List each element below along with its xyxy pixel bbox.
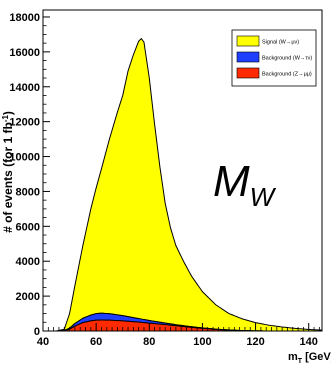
y-axis: 0 2000 4000 6000 8000 10000 12000 14000 16000 180… bbox=[9, 12, 50, 338]
x-tick-label: 120 bbox=[246, 336, 264, 348]
x-axis-label: mT[GeV] bbox=[288, 351, 331, 365]
plot-frame bbox=[42, 9, 323, 332]
x-tick-label: 100 bbox=[193, 336, 211, 348]
legend: Signal (W→μν) Background (W→τν) Background… bbox=[231, 29, 317, 87]
x-axis: 40 60 80 100 120 140 bbox=[37, 323, 320, 348]
x-tick-label: 60 bbox=[90, 336, 102, 348]
y-tick-label: 10000 bbox=[9, 152, 40, 164]
legend-swatch bbox=[236, 67, 260, 79]
mw-annotation: MW bbox=[213, 157, 277, 212]
legend-swatch bbox=[236, 51, 260, 63]
y-tick-label: 14000 bbox=[9, 82, 40, 94]
y-tick-label: 2000 bbox=[16, 291, 40, 303]
legend-label: Background (W→τν) bbox=[262, 56, 312, 62]
y-tick-label: 16000 bbox=[9, 47, 40, 59]
y-tick-label: 12000 bbox=[9, 117, 40, 129]
y-tick-label: 8000 bbox=[16, 186, 40, 198]
y-tick-label: 6000 bbox=[16, 221, 40, 233]
x-tick-label: 80 bbox=[143, 336, 155, 348]
legend-swatch bbox=[236, 35, 260, 47]
legend-label: Background (Z→μμ) bbox=[262, 72, 312, 78]
x-tick-label: 40 bbox=[37, 336, 49, 348]
y-tick-label: 4000 bbox=[16, 256, 40, 268]
x-tick-label: 140 bbox=[300, 336, 318, 348]
legend-label: Signal (W→μν) bbox=[262, 40, 299, 46]
y-axis-label: # of events (for 1 fb-1) bbox=[1, 111, 15, 233]
y-tick-label: 0 bbox=[34, 326, 40, 338]
y-tick-label: 18000 bbox=[9, 12, 40, 24]
